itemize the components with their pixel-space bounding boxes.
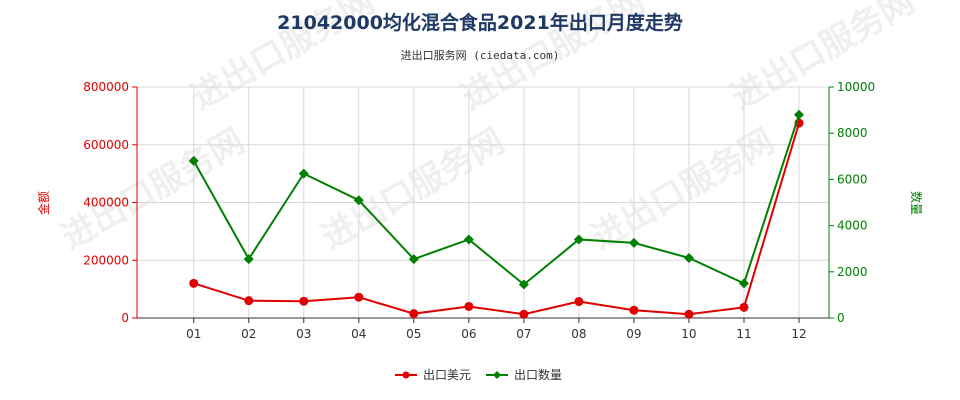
x-tick-label: 12 [791,327,806,341]
data-point [574,297,584,307]
watermark-text: 进出口服务网 [315,121,512,258]
y-tick-label-right: 4000 [837,219,868,233]
y-tick-label-left: 600000 [83,138,129,152]
watermark-text: 进出口服务网 [585,121,782,258]
y-tick-label-left: 800000 [83,80,129,94]
legend-item[interactable]: 出口美元 [395,368,471,382]
series-layer [188,109,804,319]
data-point [244,296,254,306]
data-point [684,309,694,319]
data-point [629,305,639,315]
legend-label: 出口数量 [514,367,562,382]
data-point [683,252,694,263]
legend-marker [402,371,410,379]
legend-label: 出口美元 [423,368,471,382]
y-tick-label-right: 8000 [837,126,868,140]
data-point [794,109,804,120]
x-tick-label: 11 [736,327,751,341]
data-point [189,278,199,288]
x-tick-label: 04 [351,327,366,341]
x-tick-label: 08 [571,327,586,341]
data-point [738,278,749,289]
y-axis-label-left: 金额 [36,191,51,215]
data-point [354,292,364,302]
x-tick-label: 06 [461,327,476,341]
y-tick-label-left: 200000 [83,253,129,267]
data-point [739,302,749,312]
data-point [243,254,254,265]
series-2 [188,109,804,290]
y-tick-label-right: 2000 [837,265,868,279]
data-point [464,301,474,311]
x-tick-label: 05 [406,327,421,341]
legend[interactable]: 出口美元 出口数量 [395,367,562,382]
data-point [299,296,309,306]
x-tick-label: 09 [626,327,641,341]
y-tick-label-left: 0 [121,311,129,325]
data-point [298,168,309,179]
series-line [193,122,800,316]
ticks: 0 200000 400000 600000 800000 0 2000 4000 6000 80… [83,80,875,341]
x-tick-label: 10 [681,327,696,341]
grid [137,86,829,319]
data-point [463,234,474,245]
chart-subtitle: 进出口服务网 (ciedata.com) [401,48,560,62]
data-point [353,195,364,206]
y-tick-label-right: 10000 [837,80,875,94]
series-line [192,114,800,286]
data-point [573,234,584,245]
y-axis-label-right: 数量 [909,191,924,215]
data-point [409,309,419,319]
data-point [519,309,529,319]
data-point [408,254,419,265]
x-tick-label: 01 [186,327,201,341]
y-tick-label-right: 6000 [837,172,868,186]
data-point [518,279,529,290]
x-tick-label: 02 [241,327,256,341]
y-tick-label-right: 0 [837,311,845,325]
x-tick-label: 07 [516,327,531,341]
data-point [188,155,199,166]
data-point [628,237,639,248]
chart-title: 21042000均化混合食品2021年出口月度走势 [277,11,683,34]
x-tick-label: 03 [296,327,311,341]
watermark-text: 进出口服务网 [725,0,922,118]
legend-marker [493,371,501,379]
legend-item[interactable]: 出口数量 [486,367,562,382]
series-1 [189,118,804,319]
y-tick-label-left: 400000 [83,196,129,210]
